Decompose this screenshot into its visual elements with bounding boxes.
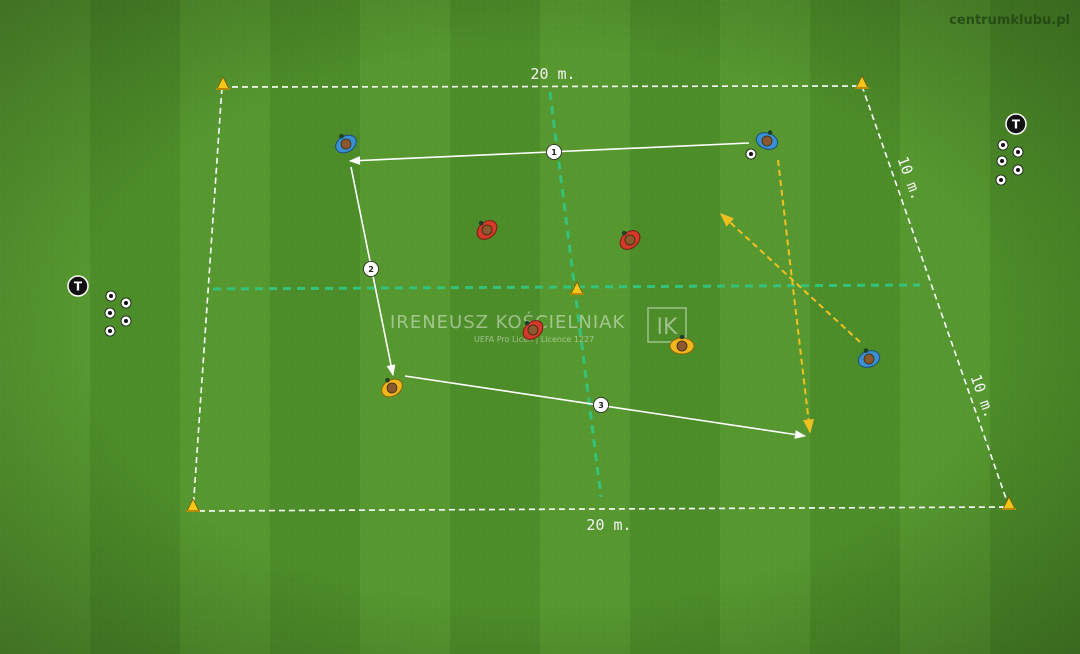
site-label: centrumklubu.pl xyxy=(949,13,1070,28)
ball-with-player xyxy=(746,149,756,159)
pass-number-3: 3 xyxy=(594,398,609,413)
coach-left-label: T xyxy=(74,280,83,294)
coach-right: T xyxy=(1006,114,1026,134)
pass-number-2: 2 xyxy=(364,262,379,277)
pass-number-2-text: 2 xyxy=(368,265,374,274)
pass-number-3-text: 3 xyxy=(598,401,604,410)
watermark-name: IRENEUSZ KOŚCIELNIAK xyxy=(390,311,625,333)
watermark-logo: IK xyxy=(657,315,678,340)
pass-number-1-text: 1 xyxy=(551,148,557,157)
dimension-bottom: 20 m. xyxy=(586,516,631,534)
coach-left: T xyxy=(68,276,88,296)
coach-right-label: T xyxy=(1012,118,1021,132)
dimension-top: 20 m. xyxy=(530,65,575,83)
pass-number-1: 1 xyxy=(547,145,562,160)
